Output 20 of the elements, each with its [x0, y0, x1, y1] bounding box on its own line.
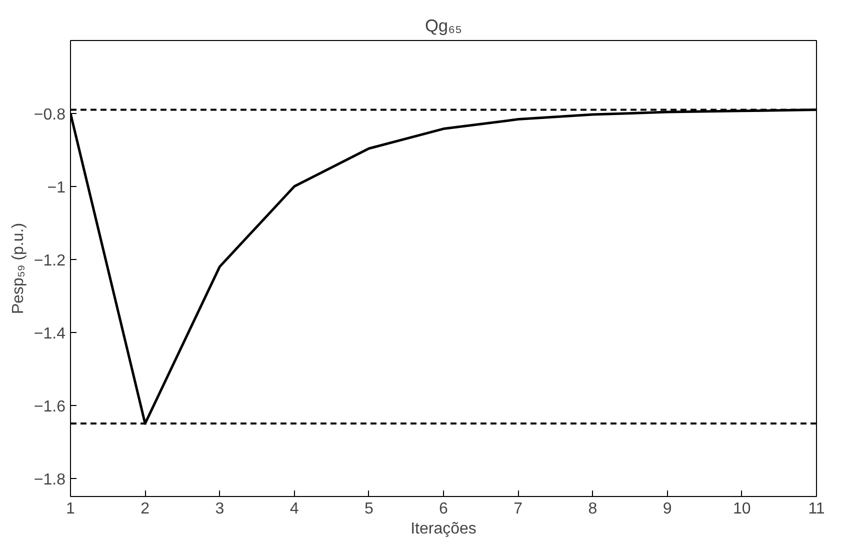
x-tick-label: 10	[733, 500, 751, 518]
x-tick-label: 2	[140, 500, 150, 518]
y-tick-label: −1	[47, 179, 66, 196]
y-tick-label: −0.8	[34, 106, 66, 124]
x-tick-label: 7	[514, 500, 523, 518]
x-tick-label: 11	[808, 500, 825, 518]
y-tick-label: −1.6	[34, 398, 66, 416]
y-tick-label: −1.8	[34, 471, 66, 488]
x-tick-label: 3	[215, 500, 224, 518]
x-axis-title: Iterações	[410, 520, 476, 538]
x-tick-label: 4	[290, 500, 299, 518]
x-tick-label: 5	[364, 500, 374, 518]
y-tick-label: −1.2	[34, 252, 66, 270]
y-tick-label: −1.4	[34, 325, 66, 342]
y-axis-title: Pesp₅₉ (p.u.)	[10, 222, 27, 314]
x-tick-label: 9	[662, 500, 672, 518]
chart-title: Qg₆₅	[424, 16, 462, 36]
x-tick-label: 1	[66, 500, 76, 518]
x-tick-label: 6	[439, 500, 448, 518]
x-tick-label: 8	[588, 500, 598, 518]
